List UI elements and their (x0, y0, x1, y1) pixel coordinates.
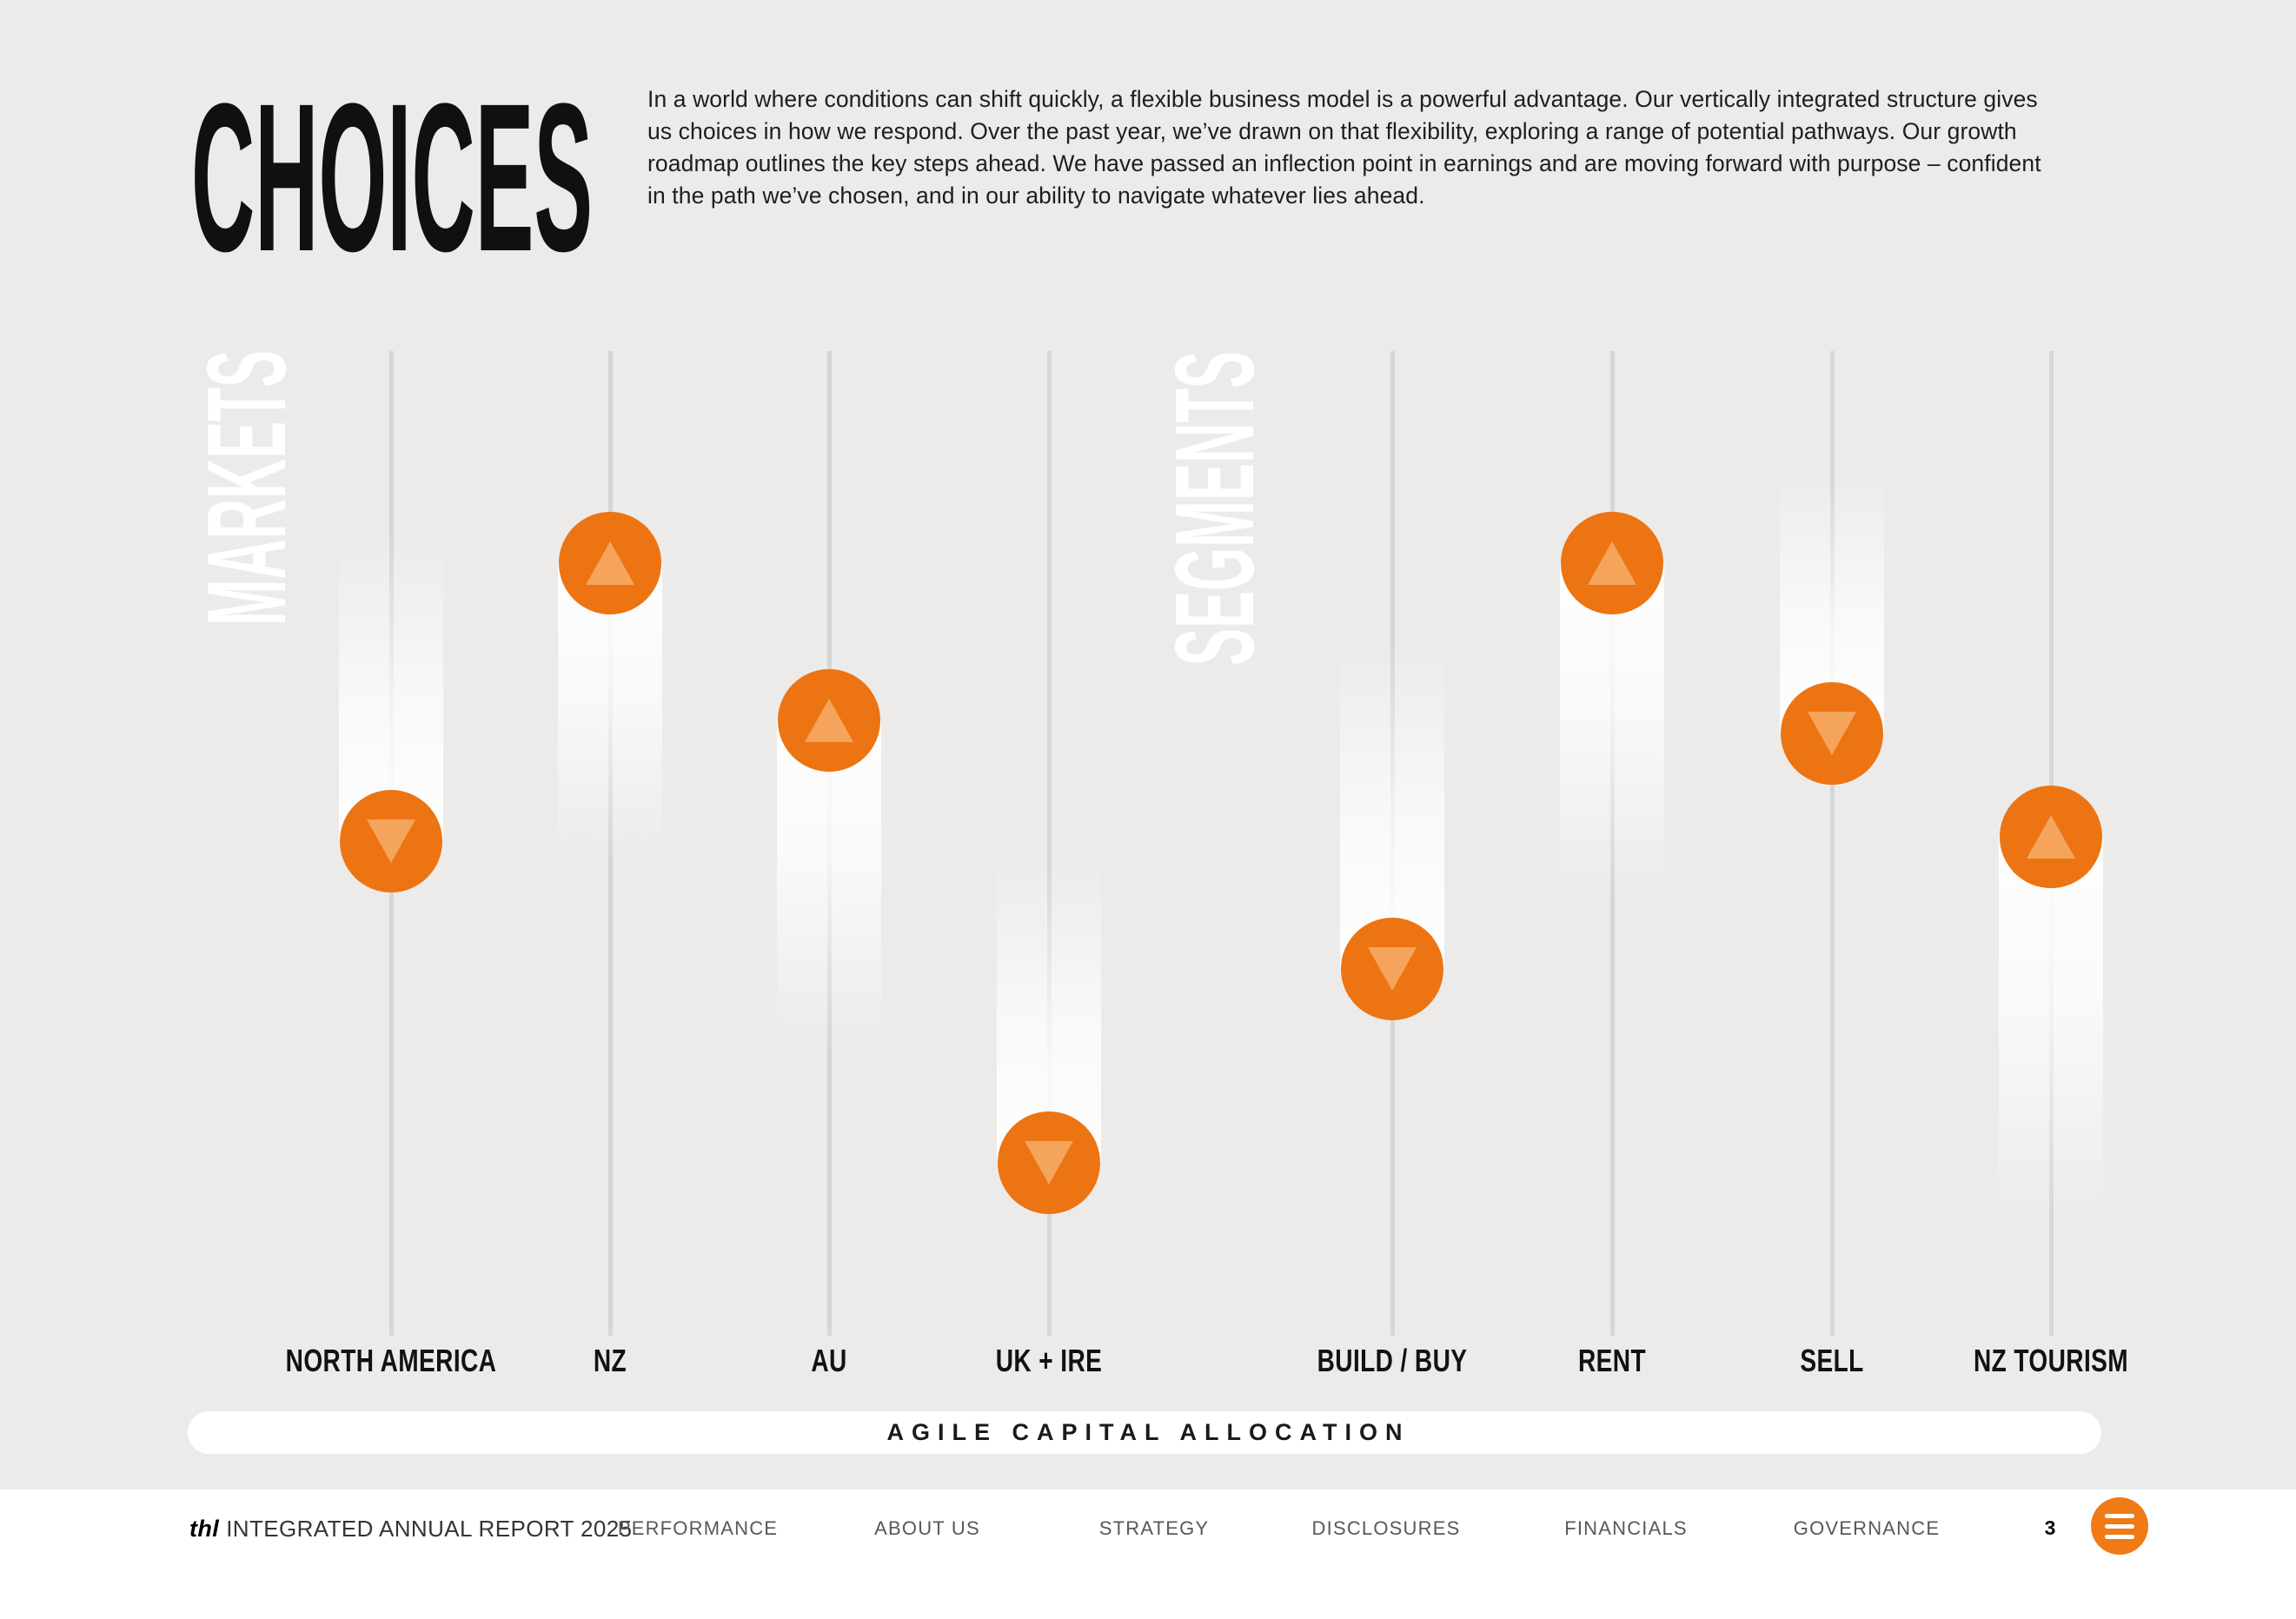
arrow-up-icon (805, 699, 853, 742)
footer-nav-about-us[interactable]: ABOUT US (874, 1517, 980, 1539)
slider-knob[interactable] (1341, 918, 1443, 1020)
page-title-text: CHOICES (191, 94, 593, 263)
agile-capital-allocation-banner: AGILE CAPITAL ALLOCATION (188, 1411, 2101, 1454)
footer-nav-financials[interactable]: FINANCIALS (1564, 1517, 1688, 1539)
slider-knob[interactable] (1561, 512, 1663, 614)
arrow-down-icon (1025, 1141, 1073, 1184)
hamburger-icon (2105, 1523, 2134, 1529)
arrow-up-icon (2027, 815, 2075, 859)
footer-brand: thl INTEGRATED ANNUAL REPORT 2025 (189, 1516, 632, 1543)
slider-knob[interactable] (1781, 682, 1883, 785)
footer-report-title: INTEGRATED ANNUAL REPORT 2025 (226, 1516, 633, 1542)
footer: thl INTEGRATED ANNUAL REPORT 2025 PERFORM… (0, 1490, 2296, 1619)
slider-trail (1560, 563, 1664, 921)
group-label-markets-text: MARKETS (203, 350, 287, 626)
slider-label: BUILD / BUY (1317, 1343, 1468, 1378)
slider-label: AU (811, 1343, 847, 1378)
arrow-up-icon (1588, 541, 1636, 585)
group-label-segments-text: SEGMENTS (1171, 351, 1255, 666)
slider-trail (777, 720, 881, 1068)
slider-trail (1999, 837, 2103, 1254)
slider-trail (339, 515, 443, 841)
slider-label: UK + IRE (995, 1343, 1103, 1378)
slider-track (1829, 351, 1835, 1336)
slider-knob[interactable] (2000, 786, 2102, 888)
slider-trail (558, 563, 662, 878)
slider-trail (997, 834, 1101, 1163)
slider-knob[interactable] (340, 790, 442, 892)
slider-label: SELL (1800, 1343, 1864, 1378)
slider-label: RENT (1578, 1343, 1646, 1378)
slider-trail (1340, 621, 1444, 969)
arrow-down-icon (1808, 712, 1856, 755)
group-label-segments: SEGMENTS (1171, 351, 1255, 666)
footer-nav-strategy[interactable]: STRATEGY (1098, 1517, 1210, 1539)
menu-button[interactable] (2091, 1497, 2148, 1555)
arrow-down-icon (1368, 947, 1417, 991)
slider-label: NZ TOURISM (1973, 1343, 2129, 1378)
footer-nav-disclosures[interactable]: DISCLOSURES (1311, 1517, 1461, 1539)
page-title: CHOICES (191, 94, 593, 263)
page-number: 3 (2044, 1516, 2056, 1539)
slider-label: NORTH AMERICA (285, 1343, 497, 1378)
footer-nav-governance[interactable]: GOVERNANCE (1793, 1517, 1941, 1539)
slider-knob[interactable] (559, 512, 661, 614)
group-label-markets: MARKETS (203, 350, 287, 626)
brand-logo: thl (189, 1516, 220, 1542)
banner-label: AGILE CAPITAL ALLOCATION (886, 1419, 1410, 1445)
hamburger-icon (2105, 1534, 2134, 1539)
arrow-up-icon (586, 541, 634, 585)
slider-label: NZ (593, 1343, 627, 1378)
intro-paragraph: In a world where conditions can shift qu… (647, 86, 2041, 209)
footer-nav-performance[interactable]: PERFORMANCE (617, 1517, 779, 1539)
slider-knob[interactable] (998, 1111, 1100, 1214)
slider-knob[interactable] (778, 669, 880, 772)
hamburger-icon (2105, 1513, 2134, 1518)
arrow-down-icon (367, 819, 415, 863)
